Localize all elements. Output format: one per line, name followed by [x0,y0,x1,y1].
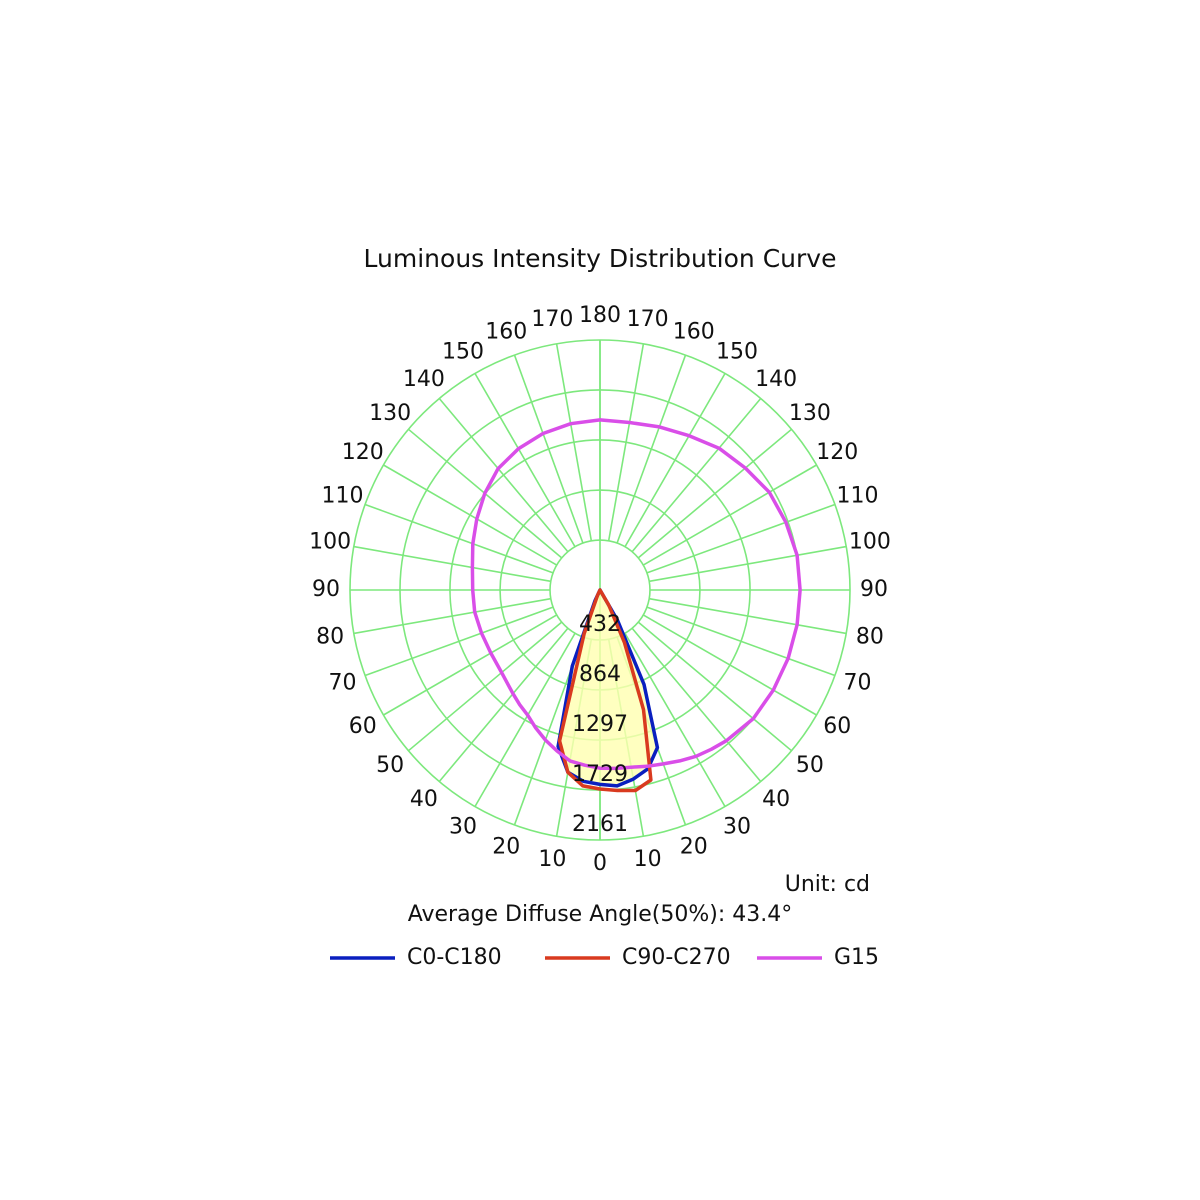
angle-label: 60 [823,714,851,739]
angle-label: 170 [531,307,573,332]
grid-spoke [383,614,558,716]
legend-label: G15 [834,945,879,970]
grid-spoke [407,621,563,752]
angle-label: 100 [849,529,891,554]
angle-label: 80 [316,625,344,650]
grid-spoke [642,464,817,566]
angle-label: 180 [579,303,621,328]
unit-note: Unit: cd [785,872,870,897]
angle-label: 70 [843,671,871,696]
grid-spoke [353,597,551,635]
grid-spoke [637,621,793,752]
angle-label: 120 [342,440,384,465]
angle-label: 170 [627,307,669,332]
radial-label: 1297 [572,712,628,737]
grid-spoke [474,632,576,807]
grid-spoke [438,627,569,783]
angle-label: 30 [723,814,751,839]
angle-label: 150 [442,340,484,365]
grid-spoke [555,343,593,541]
grid-spoke [631,627,762,783]
grid-spoke [364,606,554,677]
angle-label: 10 [634,847,662,872]
grid-spoke [353,545,551,583]
angle-label: 130 [789,401,831,426]
angle-label: 0 [593,851,607,876]
grid-spoke [631,397,762,553]
angle-label: 30 [449,814,477,839]
grid-spoke [646,606,836,677]
intensity-curve [470,418,802,771]
legend-label: C0-C180 [407,945,502,970]
grid-spoke [637,428,793,559]
angle-label: 110 [322,483,364,508]
annotation: Average Diffuse Angle(50%): 43.4° [408,902,793,927]
radial-label: 2161 [572,812,628,837]
grid-spoke [649,545,847,583]
grid-spoke [646,503,836,574]
angle-label: 60 [349,714,377,739]
grid-spoke [616,354,687,544]
grid-spoke [607,343,645,541]
angle-label: 10 [538,847,566,872]
intensity-curve [557,588,653,793]
grid-spoke [624,373,726,548]
angle-label: 160 [485,320,527,345]
legend-label: C90-C270 [622,945,731,970]
angle-label: 20 [492,834,520,859]
grid-spoke [642,614,817,716]
grid-spoke [364,503,554,574]
angle-label: 120 [816,440,858,465]
angle-label: 110 [836,483,878,508]
grid-spoke [383,464,558,566]
grid-spoke [649,597,847,635]
angle-label: 90 [312,577,340,602]
grid-spoke [438,397,569,553]
radial-label: 1729 [572,762,628,787]
grid-spoke [624,632,726,807]
angle-label: 40 [762,787,790,812]
angle-label: 40 [410,787,438,812]
angle-label: 150 [716,340,758,365]
angle-label: 80 [856,625,884,650]
angle-label: 70 [329,671,357,696]
radial-label: 432 [579,612,621,637]
angle-label: 50 [376,753,404,778]
chart-title: Luminous Intensity Distribution Curve [364,244,837,273]
angle-label: 50 [796,753,824,778]
angle-label: 140 [755,367,797,392]
grid-spoke [474,373,576,548]
angle-label: 100 [309,529,351,554]
angle-label: 140 [403,367,445,392]
grid-spoke [513,354,584,544]
angle-label: 130 [369,401,411,426]
angle-label: 20 [680,834,708,859]
angle-label: 160 [673,320,715,345]
radial-label: 864 [579,662,621,687]
angle-label: 90 [860,577,888,602]
